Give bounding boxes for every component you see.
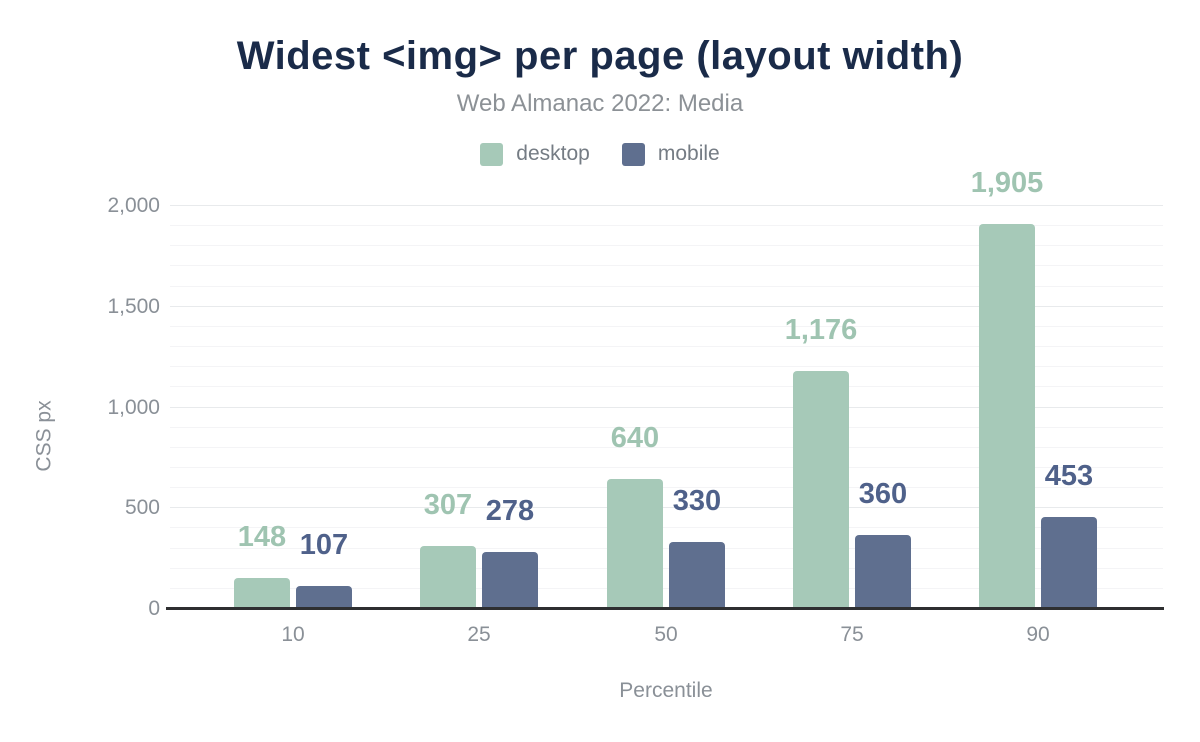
bar-value-label-desktop-p10: 148 bbox=[237, 521, 287, 553]
chart-title: Widest <img> per page (layout width) bbox=[236, 34, 964, 78]
x-tick-label-90: 90 bbox=[1026, 623, 1050, 646]
x-tick-label-25: 25 bbox=[467, 623, 491, 646]
gridline-300 bbox=[170, 548, 1163, 549]
x-tick-label-10: 10 bbox=[281, 623, 305, 646]
bar-value-label-desktop-p25: 307 bbox=[423, 489, 473, 521]
y-tick-label: 1,000 bbox=[107, 396, 160, 419]
legend-label-desktop: desktop bbox=[516, 142, 590, 165]
bar-value-label-mobile-p10: 107 bbox=[299, 529, 349, 561]
bar-desktop-p25 bbox=[420, 546, 476, 608]
y-tick-label: 500 bbox=[124, 496, 160, 519]
gridline-1600 bbox=[170, 286, 1163, 287]
gridline-1100 bbox=[170, 386, 1163, 387]
gridline-400 bbox=[170, 527, 1163, 528]
y-tick-label: 0 bbox=[148, 597, 160, 620]
chart-subtitle: Web Almanac 2022: Media bbox=[456, 90, 744, 117]
legend-swatch-icon-mobile bbox=[621, 142, 645, 166]
legend-item-desktop: desktop bbox=[480, 142, 590, 166]
gridline-800 bbox=[170, 447, 1163, 448]
x-tick-label-75: 75 bbox=[840, 623, 864, 646]
gridline-500 bbox=[170, 507, 1163, 508]
gridline-700 bbox=[170, 467, 1163, 468]
legend: desktop mobile bbox=[0, 142, 1200, 166]
legend-swatch-icon-desktop bbox=[480, 142, 504, 166]
y-axis-title: CSS px bbox=[32, 400, 56, 472]
bar-desktop-p75 bbox=[793, 371, 849, 608]
gridline-1700 bbox=[170, 265, 1163, 266]
bar-desktop-p50 bbox=[607, 479, 663, 608]
gridline-200 bbox=[170, 568, 1163, 569]
gridline-1400 bbox=[170, 326, 1163, 327]
bar-value-label-mobile-p75: 360 bbox=[858, 478, 908, 510]
gridline-900 bbox=[170, 427, 1163, 428]
gridline-600 bbox=[170, 487, 1163, 488]
gridline-1300 bbox=[170, 346, 1163, 347]
bar-mobile-p75 bbox=[855, 535, 911, 608]
gridline-100 bbox=[170, 588, 1163, 589]
bar-value-label-desktop-p75: 1,176 bbox=[784, 314, 858, 346]
gridline-1500 bbox=[170, 306, 1163, 307]
legend-item-mobile: mobile bbox=[621, 142, 720, 166]
gridline-1900 bbox=[170, 225, 1163, 226]
y-tick-label: 1,500 bbox=[107, 295, 160, 318]
x-tick-label-50: 50 bbox=[654, 623, 678, 646]
bar-desktop-p10 bbox=[234, 578, 290, 608]
gridline-1000 bbox=[170, 407, 1163, 408]
bar-value-label-desktop-p50: 640 bbox=[610, 422, 660, 454]
bar-mobile-p50 bbox=[669, 542, 725, 608]
gridline-1800 bbox=[170, 245, 1163, 246]
legend-label-mobile: mobile bbox=[657, 142, 720, 165]
bar-value-label-desktop-p90: 1,905 bbox=[970, 167, 1044, 199]
bar-mobile-p10 bbox=[296, 586, 352, 608]
bar-desktop-p90 bbox=[979, 224, 1035, 608]
bar-value-label-mobile-p90: 453 bbox=[1044, 460, 1094, 492]
gridline-1200 bbox=[170, 366, 1163, 367]
x-axis-baseline bbox=[166, 607, 1164, 610]
x-axis-title: Percentile bbox=[619, 679, 713, 702]
bar-mobile-p25 bbox=[482, 552, 538, 608]
bar-value-label-mobile-p50: 330 bbox=[672, 485, 722, 517]
y-tick-label: 2,000 bbox=[107, 194, 160, 217]
bar-mobile-p90 bbox=[1041, 517, 1097, 608]
bar-value-label-mobile-p25: 278 bbox=[485, 495, 535, 527]
gridline-2000 bbox=[170, 205, 1163, 206]
